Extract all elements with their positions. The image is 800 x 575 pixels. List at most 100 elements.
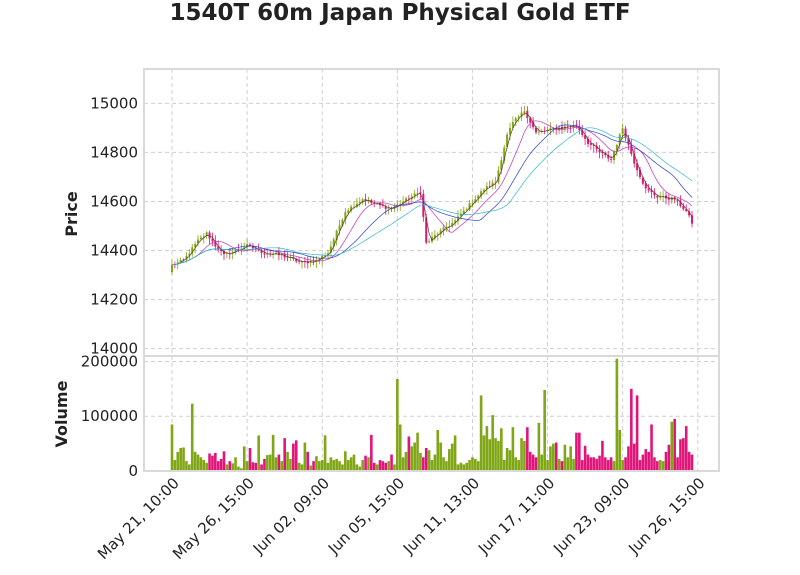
volume-bar: [528, 451, 532, 471]
volume-bar: [572, 458, 575, 471]
volume-bar: [566, 457, 570, 471]
volume-bar: [658, 460, 662, 471]
volume-bar: [488, 439, 492, 471]
volume-bar: [419, 452, 422, 471]
volume-bar: [546, 460, 549, 471]
candle-body: [636, 163, 639, 171]
candle-body: [350, 206, 353, 212]
candle-body: [199, 237, 202, 240]
volume-bar: [297, 462, 301, 471]
candle-body: [367, 200, 370, 202]
volume-bar: [361, 460, 364, 471]
candle-body: [387, 207, 390, 209]
candle-body: [653, 192, 656, 196]
candle-body: [638, 169, 642, 178]
volume-bar: [372, 462, 376, 471]
volume-bar: [670, 421, 674, 471]
candle-body: [627, 138, 630, 145]
candle-body: [196, 239, 200, 244]
candle-body: [436, 234, 439, 235]
volume-bar: [476, 461, 480, 471]
volume-bar: [214, 452, 217, 471]
volume-bar: [578, 432, 581, 471]
candle-body: [243, 247, 246, 249]
candle-body: [246, 244, 249, 247]
candle-body: [584, 135, 587, 139]
candle-body: [592, 144, 595, 146]
volume-bar: [364, 455, 367, 471]
candle-body: [222, 251, 226, 255]
x-tick-label: Jun 05, 15:00: [324, 474, 408, 558]
volume-bar: [497, 440, 500, 471]
volume-bar: [430, 460, 434, 471]
candle-body: [688, 211, 691, 216]
candle-body: [451, 222, 454, 227]
volume-bar: [323, 435, 327, 471]
volume-bar: [283, 438, 286, 471]
candle-body: [520, 112, 523, 117]
volume-bar: [367, 457, 370, 471]
volume-bar: [260, 464, 263, 471]
candle-body: [494, 182, 497, 183]
candle-body: [272, 254, 275, 255]
volume-bar: [679, 439, 682, 471]
candle-body: [194, 243, 197, 248]
candle-body: [419, 192, 422, 194]
candle-body: [445, 227, 448, 229]
volume-bar: [462, 464, 466, 471]
volume-bar: [211, 455, 214, 471]
x-tick-label: Jun 17, 11:00: [474, 474, 558, 558]
candle-body: [471, 202, 474, 204]
volume-tick-label: 200000: [81, 352, 138, 370]
volume-bar: [242, 446, 246, 471]
volume-bar: [413, 442, 416, 471]
candle-body: [529, 117, 532, 123]
volume-bar: [312, 461, 315, 471]
x-tick-label: Jun 26, 15:00: [624, 474, 708, 558]
candle-body: [511, 121, 514, 128]
volume-bar: [407, 436, 411, 471]
volume-bar: [543, 389, 546, 471]
candle-body: [220, 249, 223, 252]
volume-bar: [352, 454, 356, 471]
volume-bar: [231, 463, 234, 471]
volume-bar: [225, 464, 229, 471]
candle-body: [615, 145, 618, 152]
volume-bar: [517, 460, 520, 471]
candle-body: [324, 255, 327, 257]
candle-body: [575, 124, 578, 126]
candle-body: [358, 201, 361, 204]
volume-bar: [332, 460, 336, 471]
volume-bar: [439, 442, 442, 471]
volume-bar: [237, 466, 240, 471]
volume-bar: [456, 464, 460, 471]
candle-body: [335, 230, 338, 241]
candle-body: [237, 249, 240, 250]
candle-body: [185, 255, 188, 260]
volume-bar: [575, 432, 578, 471]
volume-bar: [450, 443, 454, 471]
volume-axis-label: Volume: [52, 380, 71, 447]
candle-body: [422, 193, 425, 217]
candle-body: [352, 206, 356, 208]
price-tick-label: 14000: [90, 340, 138, 358]
candle-body: [633, 153, 636, 164]
candle-body: [491, 182, 494, 187]
candle-body: [332, 239, 335, 247]
candle-body: [202, 236, 205, 238]
volume-tick-label: 0: [128, 462, 138, 480]
volume-bar: [630, 388, 633, 471]
moving-average-line: [172, 127, 693, 266]
candle-body: [659, 197, 662, 198]
volume-bar: [580, 460, 584, 471]
candle-body: [560, 126, 564, 129]
volume-bar: [289, 458, 292, 471]
price-tick-label: 14200: [90, 291, 138, 309]
volume-bar: [219, 458, 223, 471]
volume-bar: [632, 443, 636, 471]
volume-bar: [263, 458, 266, 471]
price-panel: 14000 14200 14400 14600 14800 15000 Price: [62, 68, 720, 358]
x-tick-label: Jun 11, 13:00: [399, 474, 483, 558]
